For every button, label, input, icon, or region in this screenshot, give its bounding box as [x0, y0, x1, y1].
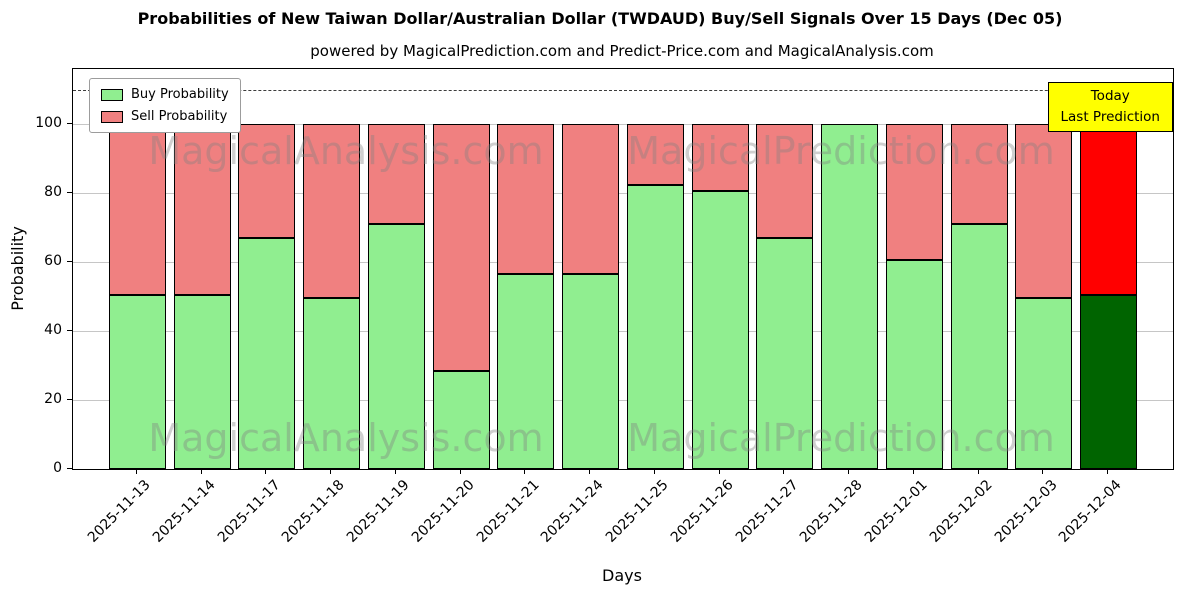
y-tick-mark — [67, 467, 72, 469]
bar-sell-segment — [173, 124, 231, 295]
x-tick-mark — [330, 469, 332, 474]
bar-buy-segment — [950, 224, 1008, 469]
y-tick-label: 40 — [44, 322, 62, 339]
bar-sell-segment — [367, 124, 425, 225]
bar-buy-segment — [173, 294, 231, 469]
legend-item-sell: Sell Probability — [101, 109, 229, 124]
bar-sell-segment — [108, 124, 166, 295]
x-tick-mark — [1107, 469, 1109, 474]
y-tick-mark — [67, 398, 72, 400]
dashed-threshold-line — [73, 89, 1173, 91]
today-annotation-line1: Today — [1090, 88, 1130, 104]
bar-buy-segment — [367, 224, 425, 469]
chart-title: Probabilities of New Taiwan Dollar/Austr… — [137, 9, 1063, 28]
bar-buy-segment — [756, 237, 814, 469]
bar-buy-segment — [108, 294, 166, 469]
bar-sell-segment — [885, 124, 943, 261]
bar-buy-segment — [562, 274, 620, 469]
legend-sell-label: Sell Probability — [131, 109, 228, 124]
bar-buy-segment — [497, 274, 555, 469]
sell-probability-swatch — [101, 110, 123, 123]
bar-buy-segment — [432, 370, 490, 469]
bar-sell-segment — [691, 124, 749, 192]
bar-sell-segment — [1015, 124, 1073, 299]
bar-sell-segment — [497, 124, 555, 275]
y-tick-label: 20 — [44, 391, 62, 408]
gridline — [73, 399, 1173, 401]
y-tick-label: 60 — [44, 253, 62, 270]
x-tick-label: 2025-11-19 — [343, 477, 413, 546]
y-tick-label: 80 — [44, 184, 62, 201]
x-tick-mark — [394, 469, 396, 474]
bar-buy-segment — [238, 237, 296, 469]
bar-sell-segment — [432, 124, 490, 371]
x-tick-mark — [653, 469, 655, 474]
legend: Buy Probability Sell Probability — [89, 78, 241, 133]
y-tick-label: 0 — [53, 460, 62, 476]
chart-subtitle: powered by MagicalPrediction.com and Pre… — [310, 42, 934, 60]
legend-item-buy: Buy Probability — [101, 87, 229, 102]
x-tick-mark — [912, 469, 914, 474]
x-tick-mark — [977, 469, 979, 474]
today-annotation-line2: Last Prediction — [1060, 108, 1160, 125]
buy-probability-swatch — [101, 88, 123, 101]
x-tick-label: 2025-11-18 — [279, 477, 348, 546]
gridline — [73, 123, 1173, 125]
bar-sell-segment — [756, 124, 814, 238]
x-tick-label: 2025-11-26 — [667, 477, 737, 546]
x-tick-mark — [589, 469, 591, 474]
bar-sell-segment — [1080, 124, 1138, 295]
bar-sell-segment — [950, 124, 1008, 225]
gridline — [73, 192, 1173, 194]
y-tick-mark — [67, 260, 72, 262]
bar-buy-segment — [691, 191, 749, 469]
plot-area: Buy Probability Sell Probability Today L… — [72, 68, 1174, 470]
x-tick-label: 2025-11-27 — [732, 477, 802, 546]
x-tick-label: 2025-11-17 — [214, 477, 284, 546]
legend-buy-label: Buy Probability — [131, 87, 229, 102]
bar-buy-segment — [1015, 298, 1073, 469]
bar-buy-segment — [303, 298, 361, 469]
x-tick-label: 2025-11-28 — [797, 477, 866, 546]
x-tick-mark — [459, 469, 461, 474]
x-tick-label: 2025-12-01 — [861, 477, 931, 546]
bar-buy-segment — [626, 184, 684, 469]
x-axis-label: Days — [602, 566, 642, 585]
y-tick-mark — [67, 191, 72, 193]
x-tick-label: 2025-11-14 — [149, 477, 219, 546]
bar-buy-segment — [885, 260, 943, 469]
bar-sell-segment — [238, 124, 296, 238]
x-tick-label: 2025-11-25 — [602, 477, 672, 546]
x-tick-label: 2025-11-24 — [538, 477, 607, 546]
gridline — [73, 261, 1173, 263]
bar-buy-segment — [1080, 294, 1138, 469]
x-tick-mark — [718, 469, 720, 474]
x-tick-mark — [135, 469, 137, 474]
y-tick-mark — [67, 122, 72, 124]
x-tick-label: 2025-11-20 — [408, 477, 478, 546]
x-tick-mark — [848, 469, 850, 474]
x-tick-mark — [1042, 469, 1044, 474]
x-tick-label: 2025-12-03 — [991, 477, 1061, 546]
bar-buy-segment — [821, 124, 879, 469]
x-tick-mark — [783, 469, 785, 474]
gridline — [73, 330, 1173, 332]
x-tick-label: 2025-11-13 — [84, 477, 154, 546]
today-annotation: Today Last Prediction — [1047, 82, 1173, 132]
x-tick-label: 2025-12-04 — [1056, 477, 1125, 546]
x-tick-label: 2025-11-21 — [473, 477, 543, 546]
y-tick-label: 100 — [35, 115, 62, 132]
y-tick-mark — [67, 329, 72, 331]
x-tick-mark — [524, 469, 526, 474]
x-tick-mark — [265, 469, 267, 474]
bar-sell-segment — [303, 124, 361, 299]
x-tick-mark — [200, 469, 202, 474]
x-tick-label: 2025-12-02 — [926, 477, 996, 546]
bar-sell-segment — [626, 124, 684, 185]
bar-sell-segment — [562, 124, 620, 275]
